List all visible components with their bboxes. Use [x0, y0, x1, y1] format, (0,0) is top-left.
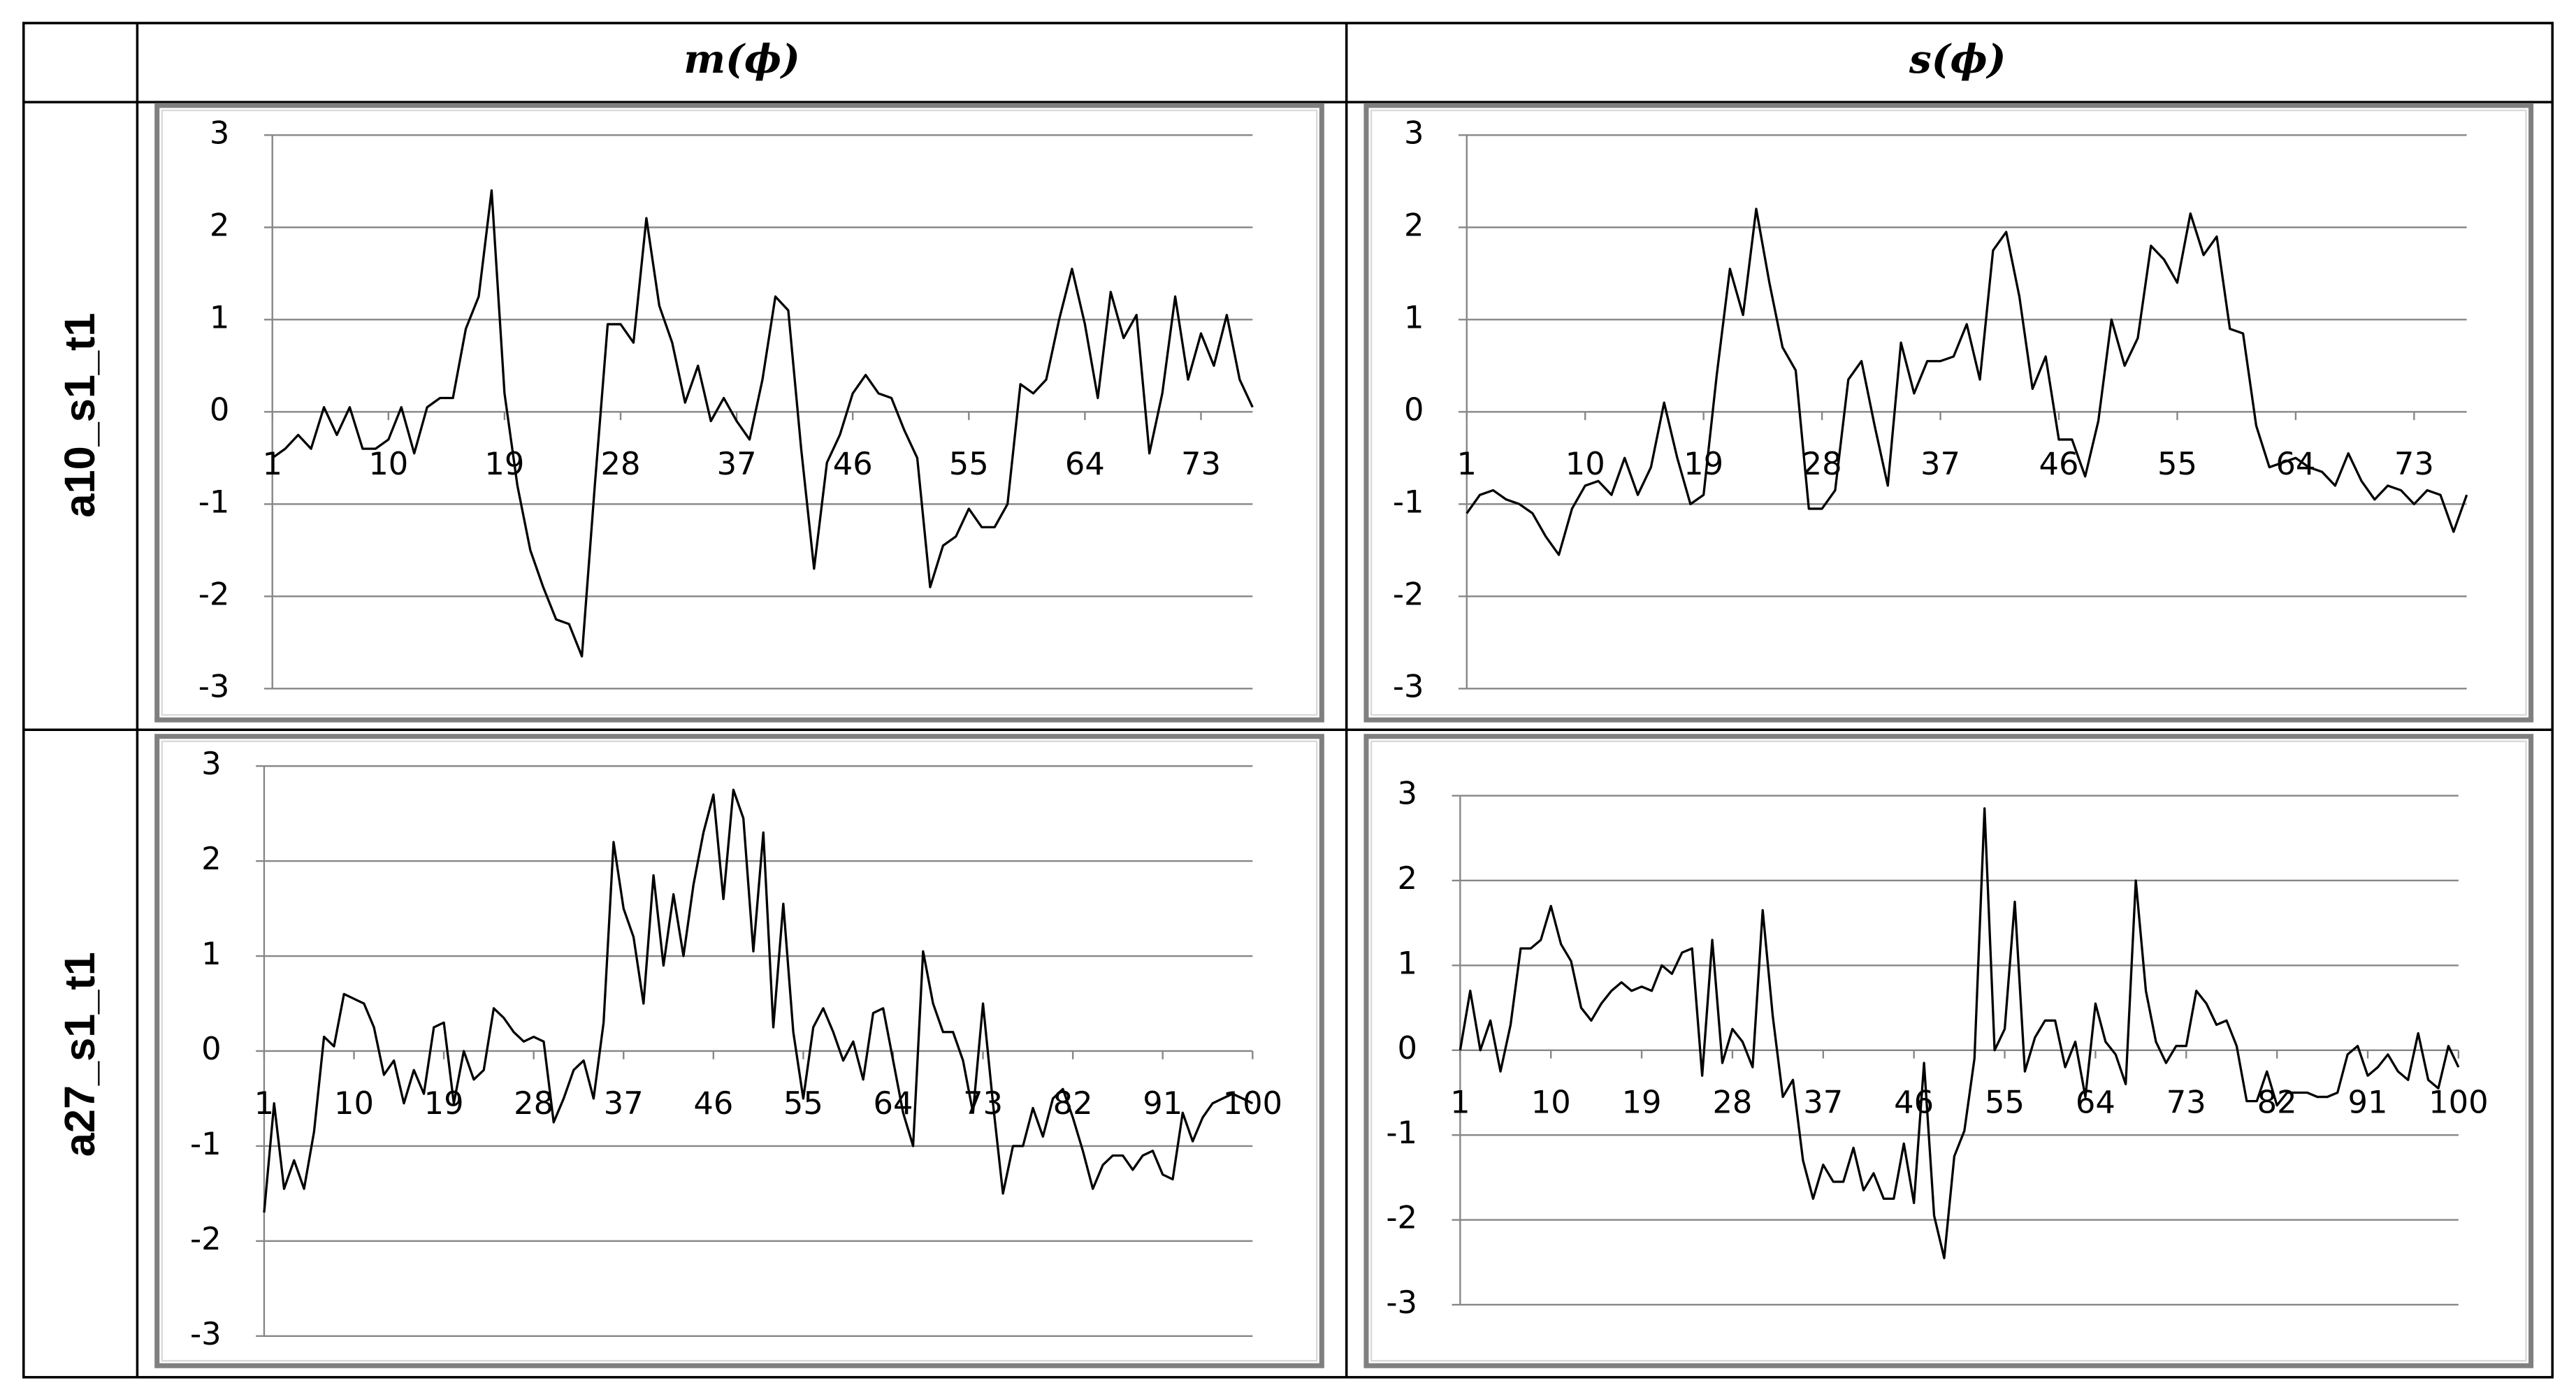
x-tick-label: 1: [1457, 445, 1477, 482]
y-tick-label: 1: [1398, 944, 1417, 981]
x-tick-label: 55: [949, 445, 989, 482]
x-tick-label: 55: [783, 1085, 823, 1122]
x-tick-label: 55: [1985, 1084, 2025, 1121]
x-tick-label: 19: [484, 445, 524, 482]
x-tick-label: 46: [2039, 445, 2079, 482]
y-tick-label: -2: [1386, 1199, 1417, 1236]
column-header: s(ϕ): [1909, 36, 2006, 82]
x-tick-label: 10: [334, 1085, 374, 1122]
chart-frame-inner: [161, 109, 1318, 716]
y-tick-label: -1: [1386, 1114, 1417, 1151]
table-border: [22, 22, 2554, 1379]
y-tick-label: -1: [190, 1125, 222, 1162]
x-tick-label: 10: [368, 445, 408, 482]
y-tick-label: 2: [201, 840, 221, 877]
x-tick-label: 1: [254, 1085, 274, 1122]
y-tick-label: -1: [1393, 483, 1424, 520]
y-tick-label: 0: [1398, 1029, 1417, 1066]
y-tick-label: 1: [1404, 298, 1424, 335]
y-tick-label: -2: [198, 575, 230, 612]
row-label: a27_s1_t1: [56, 952, 103, 1157]
y-tick-label: -2: [1393, 575, 1424, 612]
chart-frame-inner: [1370, 740, 2527, 1362]
column-header: m(ϕ): [683, 36, 800, 82]
y-tick-label: 0: [1404, 391, 1424, 428]
y-tick-label: -3: [198, 667, 230, 704]
y-tick-label: 0: [210, 391, 229, 428]
y-tick-label: -1: [198, 483, 230, 520]
x-tick-label: 1: [262, 445, 282, 482]
y-tick-label: 3: [1398, 775, 1417, 812]
row-label: a10_s1_t1: [56, 313, 103, 518]
y-tick-label: 3: [201, 745, 221, 782]
y-tick-label: 2: [1404, 206, 1424, 243]
x-tick-label: 28: [514, 1085, 553, 1122]
x-tick-label: 91: [2348, 1084, 2388, 1121]
x-tick-label: 37: [1920, 445, 1960, 482]
x-tick-label: 64: [874, 1085, 913, 1122]
table-lines: [22, 22, 2554, 1379]
x-tick-label: 100: [2429, 1084, 2488, 1121]
y-tick-label: -3: [190, 1315, 222, 1352]
x-tick-label: 28: [601, 445, 641, 482]
x-tick-label: 19: [1684, 445, 1723, 482]
data-line: [271, 189, 1254, 658]
x-tick-label: 73: [2394, 445, 2434, 482]
x-tick-label: 10: [1565, 445, 1605, 482]
y-tick-label: -2: [190, 1220, 222, 1257]
chart-frame: [1363, 734, 2534, 1368]
y-tick-label: -3: [1393, 667, 1424, 704]
x-tick-label: 64: [2076, 1084, 2115, 1121]
y-tick-label: 2: [1398, 860, 1417, 897]
x-tick-label: 37: [1803, 1084, 1843, 1121]
data-line: [1459, 807, 2460, 1259]
x-tick-label: 37: [717, 445, 757, 482]
x-tick-label: 37: [604, 1085, 644, 1122]
x-tick-label: 10: [1531, 1084, 1571, 1121]
data-line: [263, 788, 1254, 1213]
x-tick-label: 55: [2157, 445, 2197, 482]
y-tick-label: -3: [1386, 1284, 1417, 1321]
chart-frame: [154, 103, 1324, 723]
y-tick-label: 1: [201, 935, 221, 972]
x-tick-label: 91: [1143, 1085, 1182, 1122]
x-tick-label: 46: [833, 445, 873, 482]
y-tick-label: 1: [210, 298, 229, 335]
x-tick-label: 1: [1450, 1084, 1470, 1121]
x-tick-label: 73: [1181, 445, 1221, 482]
y-tick-label: 2: [210, 206, 229, 243]
chart-frame-inner: [1370, 109, 2527, 716]
y-tick-label: 3: [210, 114, 229, 151]
x-tick-label: 46: [693, 1085, 733, 1122]
x-tick-label: 19: [1622, 1084, 1662, 1121]
x-tick-label: 19: [424, 1085, 464, 1122]
x-tick-label: 28: [1712, 1084, 1752, 1121]
x-tick-label: 28: [1802, 445, 1842, 482]
x-tick-label: 73: [2166, 1084, 2206, 1121]
data-line: [1466, 208, 2468, 556]
chart-frame: [1363, 103, 2534, 723]
x-tick-label: 64: [1065, 445, 1105, 482]
y-tick-label: 0: [201, 1030, 221, 1067]
y-tick-label: 3: [1404, 114, 1424, 151]
chart-frame: [154, 734, 1324, 1368]
chart-frame-inner: [161, 740, 1318, 1362]
